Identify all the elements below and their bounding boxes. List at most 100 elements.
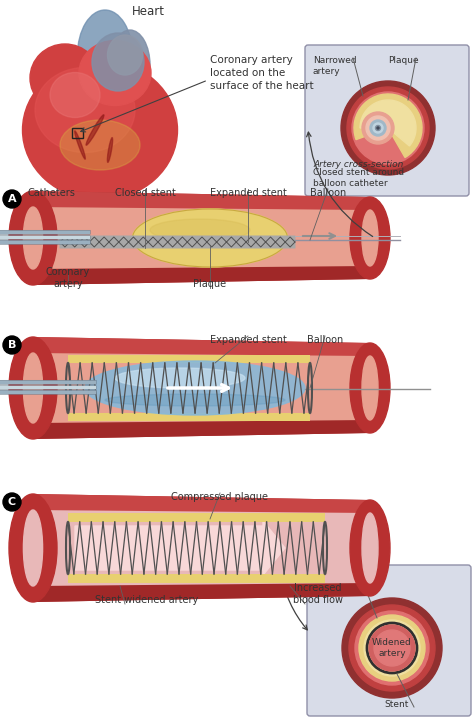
Circle shape: [3, 336, 21, 354]
Text: Stent widened artery: Stent widened artery: [95, 595, 198, 605]
Ellipse shape: [108, 35, 143, 75]
Wedge shape: [360, 100, 416, 146]
Circle shape: [355, 611, 429, 685]
Polygon shape: [33, 207, 370, 269]
Text: Plaque: Plaque: [388, 56, 419, 65]
Ellipse shape: [133, 209, 288, 267]
Circle shape: [342, 598, 442, 698]
Polygon shape: [68, 513, 325, 522]
Polygon shape: [33, 337, 370, 359]
Ellipse shape: [150, 219, 250, 241]
FancyBboxPatch shape: [0, 385, 96, 389]
FancyBboxPatch shape: [0, 236, 91, 239]
Bar: [72, 128, 83, 138]
Ellipse shape: [362, 356, 378, 420]
FancyArrow shape: [75, 521, 285, 575]
Circle shape: [347, 87, 429, 169]
Text: Expanded stent: Expanded stent: [210, 188, 286, 198]
Ellipse shape: [115, 368, 245, 388]
Polygon shape: [33, 337, 370, 439]
Circle shape: [359, 615, 425, 681]
Ellipse shape: [9, 337, 57, 439]
FancyBboxPatch shape: [0, 240, 91, 244]
Ellipse shape: [105, 394, 285, 406]
Ellipse shape: [60, 120, 140, 170]
Circle shape: [341, 81, 435, 175]
Ellipse shape: [350, 343, 390, 433]
Text: Balloon: Balloon: [307, 335, 343, 345]
Text: Compressed
plaque: Compressed plaque: [315, 576, 371, 596]
Ellipse shape: [35, 68, 135, 152]
Ellipse shape: [86, 115, 104, 145]
Circle shape: [366, 116, 390, 140]
FancyBboxPatch shape: [307, 565, 471, 716]
Ellipse shape: [92, 33, 144, 91]
FancyBboxPatch shape: [305, 45, 469, 196]
Polygon shape: [33, 417, 370, 439]
Ellipse shape: [85, 361, 305, 415]
Ellipse shape: [362, 513, 378, 583]
Polygon shape: [33, 191, 370, 285]
Circle shape: [362, 112, 394, 144]
Circle shape: [370, 120, 386, 136]
Text: Plaque: Plaque: [193, 279, 227, 289]
Ellipse shape: [22, 60, 177, 200]
Text: Closed stent around
balloon catheter: Closed stent around balloon catheter: [313, 168, 404, 188]
Text: Closed stent: Closed stent: [115, 188, 175, 198]
Text: Compressed plaque: Compressed plaque: [172, 492, 268, 502]
Ellipse shape: [75, 131, 85, 159]
Text: Coronary
artery: Coronary artery: [46, 267, 90, 289]
Polygon shape: [68, 574, 325, 583]
Circle shape: [374, 630, 410, 666]
FancyBboxPatch shape: [0, 380, 96, 384]
Polygon shape: [33, 510, 370, 586]
Polygon shape: [33, 191, 370, 213]
Wedge shape: [354, 94, 422, 157]
Polygon shape: [68, 355, 310, 363]
Circle shape: [3, 190, 21, 208]
Ellipse shape: [110, 30, 150, 100]
Circle shape: [364, 620, 420, 676]
Polygon shape: [33, 353, 370, 423]
Circle shape: [352, 92, 424, 164]
Ellipse shape: [23, 207, 43, 269]
Text: Stent: Stent: [384, 700, 409, 709]
Text: B: B: [8, 340, 16, 350]
Circle shape: [373, 123, 383, 133]
Ellipse shape: [362, 210, 378, 266]
Polygon shape: [68, 413, 310, 421]
Text: Narrowed
artery: Narrowed artery: [313, 56, 356, 76]
Polygon shape: [33, 494, 370, 602]
Text: Catheters: Catheters: [28, 188, 76, 198]
Ellipse shape: [350, 197, 390, 279]
Text: Coronary artery
located on the
surface of the heart: Coronary artery located on the surface o…: [210, 55, 314, 91]
Circle shape: [377, 127, 379, 129]
FancyBboxPatch shape: [0, 230, 91, 234]
Text: Increased
blood flow: Increased blood flow: [293, 582, 343, 605]
Text: Widened
artery: Widened artery: [372, 638, 412, 658]
Text: A: A: [8, 194, 16, 204]
Text: Heart: Heart: [131, 5, 164, 18]
Ellipse shape: [9, 494, 57, 602]
Ellipse shape: [23, 353, 43, 423]
Ellipse shape: [78, 10, 133, 100]
Text: C: C: [8, 497, 16, 507]
Circle shape: [3, 493, 21, 511]
Ellipse shape: [9, 191, 57, 285]
Ellipse shape: [350, 500, 390, 596]
Ellipse shape: [30, 44, 100, 112]
Ellipse shape: [50, 73, 100, 117]
Ellipse shape: [23, 510, 43, 586]
Polygon shape: [33, 580, 370, 602]
FancyBboxPatch shape: [60, 236, 295, 249]
FancyBboxPatch shape: [0, 390, 96, 394]
Polygon shape: [33, 263, 370, 285]
Polygon shape: [33, 494, 370, 516]
Text: Balloon: Balloon: [310, 188, 346, 198]
Ellipse shape: [108, 137, 113, 162]
Circle shape: [375, 126, 381, 131]
Text: Artery cross-section: Artery cross-section: [313, 160, 403, 169]
Circle shape: [369, 625, 415, 671]
Text: Expanded stent: Expanded stent: [210, 335, 286, 345]
Ellipse shape: [79, 40, 151, 106]
